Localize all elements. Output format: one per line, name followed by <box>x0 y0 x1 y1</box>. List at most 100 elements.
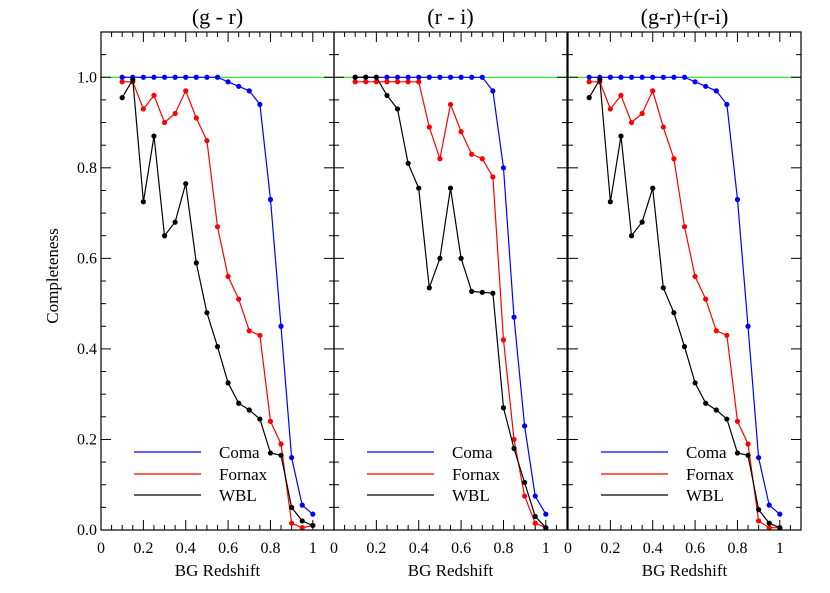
series-line-fornax <box>122 81 313 529</box>
data-point-wbl <box>734 450 741 456</box>
data-point-wbl <box>394 106 401 112</box>
data-point-fornax <box>140 106 146 112</box>
data-point-fornax <box>384 79 390 85</box>
data-point-coma <box>469 74 475 80</box>
data-point-fornax <box>671 156 677 162</box>
data-point-fornax <box>745 441 751 447</box>
data-point-coma <box>140 74 146 80</box>
data-point-wbl <box>384 92 390 98</box>
data-point-coma <box>299 502 305 508</box>
data-point-coma <box>650 74 656 80</box>
data-point-coma <box>193 74 199 80</box>
legend-label: WBL <box>219 486 257 505</box>
legend-label: Fornax <box>452 465 501 484</box>
data-point-fornax <box>447 101 454 108</box>
data-point-coma <box>384 74 390 80</box>
legend-label: Coma <box>686 443 727 462</box>
legend-label: Fornax <box>219 465 268 484</box>
data-point-coma <box>289 454 295 461</box>
data-point-fornax <box>490 174 496 180</box>
data-point-wbl <box>373 74 379 80</box>
data-point-coma <box>713 88 719 94</box>
data-point-coma <box>586 74 592 80</box>
data-point-fornax <box>500 337 507 343</box>
data-point-wbl <box>246 407 252 413</box>
panel-title: (g - r) <box>192 4 243 29</box>
panel-frame <box>100 31 335 531</box>
x-tick-label: 0.6 <box>218 540 238 557</box>
x-tick-label: 0 <box>330 540 338 557</box>
data-point-coma <box>681 74 688 80</box>
data-point-coma <box>724 101 730 108</box>
data-point-wbl <box>352 74 358 80</box>
data-point-coma <box>204 74 210 80</box>
data-point-wbl <box>236 400 242 406</box>
data-point-coma <box>119 74 125 80</box>
data-point-wbl <box>532 513 538 520</box>
data-point-wbl <box>225 380 231 386</box>
data-point-fornax <box>522 493 528 499</box>
data-point-wbl <box>745 452 751 458</box>
data-point-wbl <box>363 74 369 80</box>
data-point-wbl <box>543 525 549 531</box>
data-point-fornax <box>532 520 538 526</box>
data-point-wbl <box>310 522 316 529</box>
data-point-fornax <box>183 88 189 94</box>
data-point-wbl <box>130 76 136 83</box>
data-point-coma <box>246 88 252 94</box>
data-point-wbl <box>151 133 157 139</box>
data-point-wbl <box>405 160 411 166</box>
data-point-coma <box>511 314 517 320</box>
series-line-coma <box>589 76 781 515</box>
data-point-fornax <box>267 418 274 424</box>
panel-1: (g - r) 0 0.2 0.4 0.6 0.8 1 BG Redshift 0.0 0.2 0.… <box>77 4 335 580</box>
data-point-fornax <box>766 525 772 531</box>
data-point-fornax <box>586 79 592 85</box>
data-point-coma <box>639 74 645 80</box>
data-point-fornax <box>426 124 432 130</box>
data-point-wbl <box>724 416 730 422</box>
data-point-coma <box>172 74 178 80</box>
data-point-fornax <box>172 110 178 117</box>
data-point-wbl <box>766 520 772 526</box>
data-point-fornax <box>204 138 210 144</box>
x-tick-label: 0.2 <box>600 540 620 557</box>
data-point-fornax <box>703 296 709 302</box>
data-point-coma <box>671 74 677 80</box>
data-point-wbl <box>660 285 666 291</box>
data-point-fornax <box>257 332 263 338</box>
x-tick-label: 0.8 <box>493 540 513 557</box>
data-point-fornax <box>692 273 698 280</box>
legend-label: Coma <box>219 443 260 462</box>
data-point-coma <box>447 74 454 80</box>
y-tick-label: 0.0 <box>77 522 97 539</box>
legend-label: WBL <box>686 486 724 505</box>
x-axis-label: BG Redshift <box>642 561 728 580</box>
data-point-fornax <box>437 156 443 162</box>
data-point-wbl <box>214 344 221 350</box>
data-point-wbl <box>447 185 454 191</box>
data-point-wbl <box>172 219 178 225</box>
data-point-coma <box>458 74 464 80</box>
x-axis-label: BG Redshift <box>175 561 261 580</box>
data-point-fornax <box>161 119 168 126</box>
data-point-fornax <box>278 441 284 447</box>
legend-label: WBL <box>452 486 490 505</box>
data-point-coma <box>479 74 485 80</box>
data-point-wbl <box>267 450 274 456</box>
data-point-wbl <box>607 199 613 205</box>
data-point-fornax <box>681 224 688 230</box>
x-tick-label: 1 <box>542 540 550 557</box>
x-tick-label: 0.6 <box>685 540 705 557</box>
data-point-fornax <box>756 518 762 524</box>
data-point-wbl <box>692 380 698 386</box>
data-point-coma <box>607 74 613 80</box>
x-axis-label: BG Redshift <box>408 561 494 580</box>
data-point-coma <box>745 323 751 329</box>
data-point-coma <box>522 423 528 429</box>
data-point-coma <box>394 74 401 80</box>
data-point-fornax <box>405 79 411 85</box>
data-point-coma <box>692 79 698 85</box>
data-point-coma <box>703 83 709 89</box>
